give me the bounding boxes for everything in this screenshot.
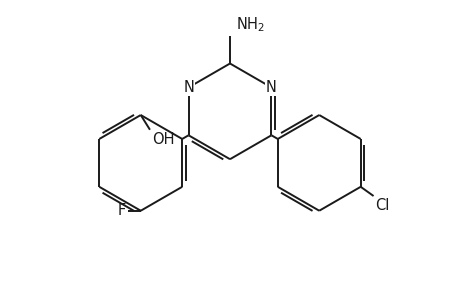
Text: N: N bbox=[183, 80, 194, 95]
Text: N: N bbox=[265, 80, 276, 95]
Text: OH: OH bbox=[151, 132, 174, 147]
Text: F: F bbox=[118, 203, 126, 218]
Text: NH$_2$: NH$_2$ bbox=[235, 15, 264, 34]
Text: Cl: Cl bbox=[375, 198, 389, 213]
